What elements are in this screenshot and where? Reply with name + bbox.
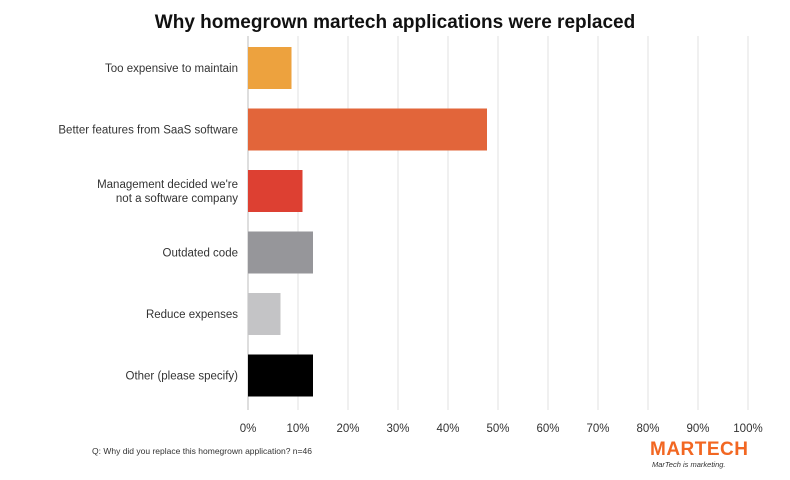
- category-labels: Too expensive to maintain Better features…: [58, 63, 238, 383]
- x-tick-labels: 0% 10% 20% 30% 40% 50% 60% 70% 80% 90% 100%: [240, 423, 763, 435]
- category-label: Reduce expenses: [146, 309, 238, 321]
- x-tick-label: 100%: [733, 423, 762, 435]
- bar: [248, 170, 303, 212]
- bar: [248, 108, 487, 151]
- logo-text-b: TECH: [694, 439, 749, 460]
- x-tick-label: 70%: [586, 423, 609, 435]
- bar: [248, 47, 292, 89]
- x-tick-label: 0%: [240, 423, 257, 435]
- martech-logo: MARTECH MarTech is marketing.: [650, 440, 780, 470]
- x-tick-label: 90%: [686, 423, 709, 435]
- chart-title: Why homegrown martech applications were …: [154, 12, 636, 33]
- bars: [248, 47, 487, 397]
- grid-lines: [247, 36, 749, 410]
- logo-wordmark: MARTECH: [650, 440, 780, 460]
- bar: [248, 354, 313, 397]
- category-label: Outdated code: [163, 248, 238, 260]
- bar-chart: Too expensive to maintain Better features…: [58, 36, 763, 435]
- logo-text-a: MAR: [650, 439, 695, 460]
- x-tick-label: 50%: [486, 423, 509, 435]
- category-label: Other (please specify): [126, 371, 239, 383]
- x-tick-label: 40%: [436, 423, 459, 435]
- x-tick-label: 80%: [636, 423, 659, 435]
- x-tick-label: 60%: [536, 423, 559, 435]
- category-label: Too expensive to maintain: [105, 63, 238, 75]
- category-label: Management decided we're not a software c…: [97, 179, 238, 205]
- x-tick-label: 20%: [336, 423, 359, 435]
- x-tick-label: 10%: [286, 423, 309, 435]
- footnote: Q: Why did you replace this homegrown ap…: [92, 446, 312, 456]
- bar: [248, 231, 313, 274]
- x-tick-label: 30%: [386, 423, 409, 435]
- logo-tagline: MarTech is marketing.: [652, 460, 726, 469]
- bar: [248, 293, 281, 335]
- category-label: Better features from SaaS software: [58, 125, 238, 137]
